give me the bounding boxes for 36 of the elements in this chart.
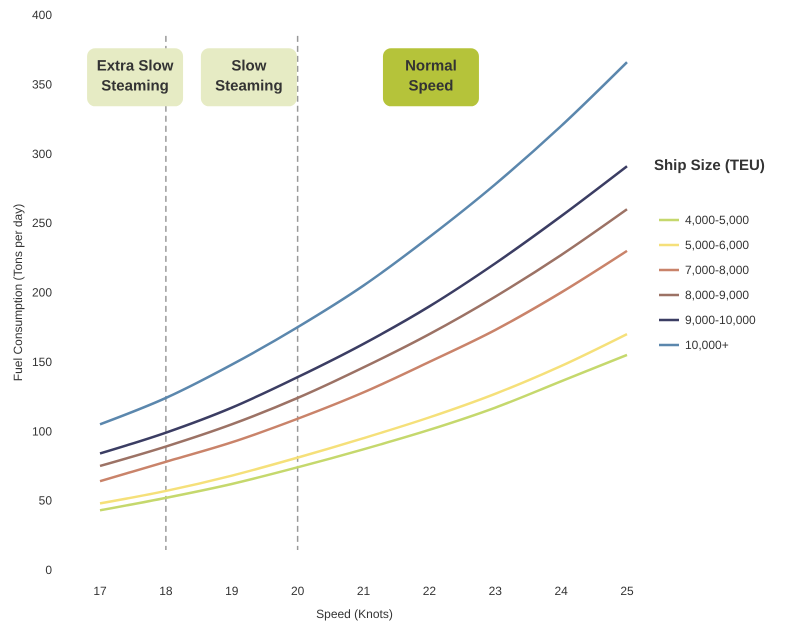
x-tick-label: 20 — [290, 584, 305, 598]
x-tick-label: 22 — [422, 584, 436, 598]
annotation: Slow Steaming — [215, 57, 283, 94]
legend-title: Ship Size (TEU) — [654, 157, 765, 174]
y-tick-label: 200 — [32, 286, 52, 300]
x-tick-label: 24 — [554, 584, 568, 598]
y-tick-label: 100 — [32, 424, 52, 438]
line-series — [98, 332, 628, 505]
y-tick-label: 400 — [32, 8, 52, 22]
line-series — [98, 60, 628, 426]
y-axis-title: Fuel Consumption (Tons per day) — [11, 204, 25, 382]
x-axis-title: Speed (Knots) — [316, 607, 393, 621]
annotation: Normal Speed — [405, 57, 457, 94]
y-tick-label: 300 — [32, 146, 52, 161]
line-series — [98, 208, 628, 468]
y-tick-label: 50 — [38, 494, 52, 508]
legend-label: 10,000+ — [685, 338, 729, 352]
line-series — [98, 354, 628, 512]
y-tick-label: 350 — [32, 77, 52, 92]
line-series — [98, 164, 628, 455]
y-tick-label: 0 — [45, 563, 52, 577]
y-tick-label: 250 — [32, 216, 52, 230]
x-tick-label: 18 — [159, 584, 173, 598]
y-tick-label: 150 — [32, 354, 52, 369]
x-tick-label: 19 — [225, 584, 239, 598]
legend-label: 5,000-6,000 — [685, 238, 750, 252]
line-series — [98, 250, 628, 482]
x-tick-label: 23 — [488, 584, 502, 598]
legend-label: 4,000-5,000 — [685, 213, 750, 227]
x-tick-label: 17 — [93, 584, 107, 598]
legend-label: 8,000-9,000 — [685, 288, 750, 302]
legend-label: 7,000-8,000 — [685, 263, 750, 277]
legend-label: 9,000-10,000 — [685, 313, 756, 327]
x-tick-label: 25 — [620, 584, 634, 598]
x-tick-label: 21 — [356, 584, 370, 598]
annotation: Extra Slow Steaming — [96, 57, 174, 94]
